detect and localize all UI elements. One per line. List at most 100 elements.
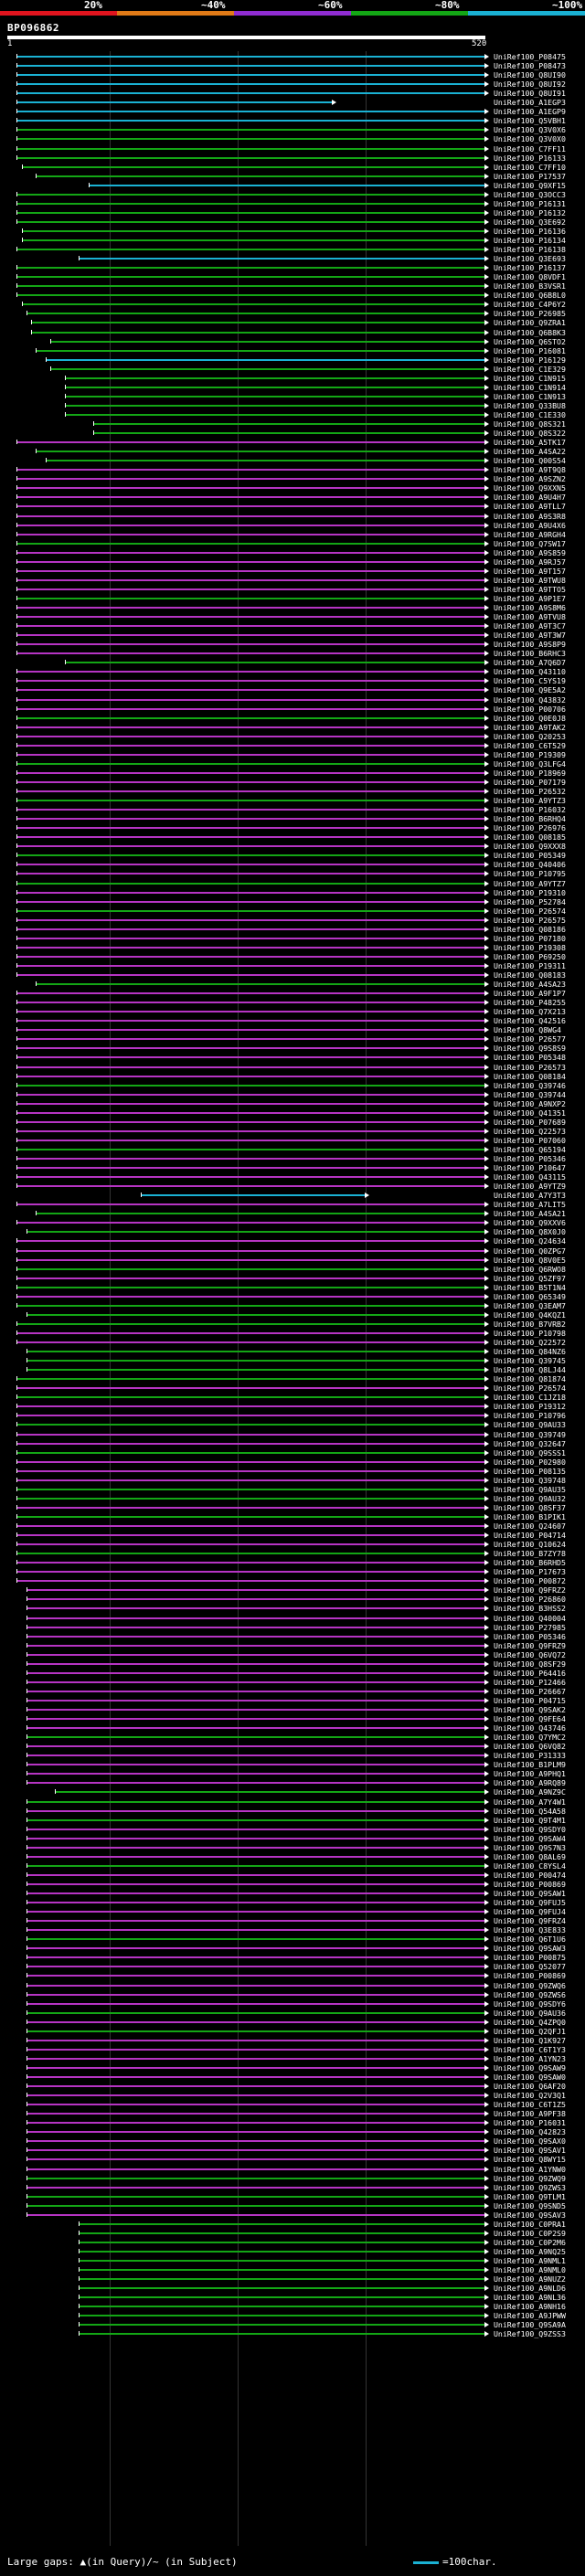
- alignment-track[interactable]: [16, 101, 333, 104]
- alignment-track[interactable]: [16, 707, 485, 710]
- hit-label[interactable]: UniRef100_B6RHC3: [494, 649, 566, 659]
- alignment-track[interactable]: [16, 1111, 485, 1114]
- alignment-track[interactable]: [26, 2057, 485, 2060]
- alignment-track[interactable]: [26, 1589, 485, 1592]
- alignment-track[interactable]: [26, 1662, 485, 1665]
- hit-label[interactable]: UniRef100_Q7SW17: [494, 538, 566, 548]
- hit-label[interactable]: UniRef100_B6RHD5: [494, 1558, 566, 1568]
- alignment-track[interactable]: [26, 313, 485, 315]
- hit-label[interactable]: UniRef100_P26574: [494, 1383, 566, 1394]
- alignment-track[interactable]: [26, 1975, 485, 1977]
- hit-label[interactable]: UniRef100_Q8UI92: [494, 80, 566, 90]
- alignment-track[interactable]: [79, 2306, 485, 2308]
- hit-label[interactable]: UniRef100_Q4KQZ1: [494, 1309, 566, 1320]
- alignment-track[interactable]: [26, 1680, 485, 1683]
- alignment-track[interactable]: [16, 267, 485, 270]
- alignment-track[interactable]: [64, 404, 485, 407]
- hit-label[interactable]: UniRef100_Q9ZWS6: [494, 1989, 566, 1999]
- alignment-track[interactable]: [26, 1360, 485, 1362]
- alignment-track[interactable]: [16, 625, 485, 628]
- hit-label[interactable]: UniRef100_Q9SDY0: [494, 1824, 566, 1834]
- alignment-track[interactable]: [16, 762, 485, 765]
- alignment-track[interactable]: [16, 1075, 485, 1077]
- hit-label[interactable]: UniRef100_P00474: [494, 1870, 566, 1880]
- hit-label[interactable]: UniRef100_A9S8M6: [494, 603, 566, 612]
- hit-label[interactable]: UniRef100_A4SA22: [494, 447, 566, 457]
- alignment-track[interactable]: [16, 514, 485, 517]
- hit-label[interactable]: UniRef100_P05346: [494, 1631, 566, 1641]
- hit-label[interactable]: UniRef100_Q9SAX0: [494, 2136, 566, 2147]
- alignment-track[interactable]: [16, 249, 485, 251]
- hit-label[interactable]: UniRef100_C6T1Z5: [494, 2100, 566, 2110]
- hit-label[interactable]: UniRef100_A9F1P7: [494, 989, 566, 999]
- hit-label[interactable]: UniRef100_Q9ZWQ6: [494, 1980, 566, 1990]
- alignment-track[interactable]: [31, 331, 485, 334]
- alignment-track[interactable]: [26, 1873, 485, 1876]
- alignment-track[interactable]: [16, 111, 485, 113]
- alignment-track[interactable]: [16, 974, 485, 976]
- hit-label[interactable]: UniRef100_C0P2M6: [494, 2237, 566, 2247]
- hit-label[interactable]: UniRef100_P17673: [494, 1567, 566, 1577]
- hit-label[interactable]: UniRef100_A9RQ89: [494, 1778, 566, 1788]
- alignment-track[interactable]: [16, 616, 485, 619]
- alignment-track[interactable]: [16, 1543, 485, 1546]
- hit-label[interactable]: UniRef100_Q9AU36: [494, 2008, 566, 2018]
- hit-label[interactable]: UniRef100_A9YTZ9: [494, 1182, 566, 1192]
- hit-label[interactable]: UniRef100_P16133: [494, 153, 566, 163]
- alignment-track[interactable]: [16, 285, 485, 288]
- hit-label[interactable]: UniRef100_A9T3C7: [494, 621, 566, 631]
- alignment-track[interactable]: [16, 744, 485, 747]
- hit-label[interactable]: UniRef100_P16031: [494, 2118, 566, 2128]
- alignment-track[interactable]: [26, 1902, 485, 1904]
- hit-label[interactable]: UniRef100_P26577: [494, 1034, 566, 1044]
- alignment-track[interactable]: [16, 597, 485, 599]
- hit-label[interactable]: UniRef100_Q41351: [494, 1108, 566, 1118]
- alignment-track[interactable]: [26, 2030, 485, 2032]
- hit-label[interactable]: UniRef100_Q8X0J0: [494, 1227, 566, 1237]
- alignment-track[interactable]: [26, 2011, 485, 2014]
- alignment-track[interactable]: [21, 303, 485, 306]
- alignment-track[interactable]: [26, 1929, 485, 1932]
- hit-label[interactable]: UniRef100_Q9ZWS3: [494, 2182, 566, 2192]
- hit-label[interactable]: UniRef100_A9TWU8: [494, 575, 566, 585]
- hit-label[interactable]: UniRef100_Q40004: [494, 1613, 566, 1623]
- hit-label[interactable]: UniRef100_Q00S54: [494, 456, 566, 466]
- alignment-track[interactable]: [16, 955, 485, 958]
- hit-label[interactable]: UniRef100_P07060: [494, 1135, 566, 1145]
- alignment-track[interactable]: [16, 1139, 485, 1141]
- alignment-track[interactable]: [64, 386, 485, 388]
- hit-label[interactable]: UniRef100_Q6VQ72: [494, 1649, 566, 1659]
- hit-label[interactable]: UniRef100_Q0E0J8: [494, 713, 566, 723]
- alignment-track[interactable]: [16, 652, 485, 655]
- hit-label[interactable]: UniRef100_A7Y3T3: [494, 1191, 566, 1201]
- hit-label[interactable]: UniRef100_Q32647: [494, 1438, 566, 1448]
- hit-label[interactable]: UniRef100_Q6B8L0: [494, 291, 566, 301]
- hit-label[interactable]: UniRef100_P08135: [494, 1466, 566, 1476]
- hit-label[interactable]: UniRef100_P17537: [494, 171, 566, 181]
- hit-label[interactable]: UniRef100_P52784: [494, 896, 566, 906]
- alignment-track[interactable]: [16, 156, 485, 159]
- alignment-track[interactable]: [16, 569, 485, 572]
- hit-label[interactable]: UniRef100_Q3E693: [494, 254, 566, 264]
- alignment-track[interactable]: [16, 1129, 485, 1132]
- hit-label[interactable]: UniRef100_A9NXP2: [494, 1098, 566, 1108]
- alignment-track[interactable]: [16, 1488, 485, 1490]
- alignment-track[interactable]: [26, 2094, 485, 2097]
- hit-label[interactable]: UniRef100_P08475: [494, 52, 566, 61]
- alignment-track[interactable]: [26, 1864, 485, 1867]
- hit-label[interactable]: UniRef100_P12466: [494, 1677, 566, 1687]
- hit-label[interactable]: UniRef100_B7VRB2: [494, 1319, 566, 1329]
- alignment-track[interactable]: [16, 1295, 485, 1298]
- hit-label[interactable]: UniRef100_P16032: [494, 805, 566, 815]
- alignment-track[interactable]: [26, 2195, 485, 2198]
- hit-label[interactable]: UniRef100_P19310: [494, 887, 566, 897]
- alignment-track[interactable]: [16, 836, 485, 839]
- alignment-track[interactable]: [16, 909, 485, 912]
- hit-label[interactable]: UniRef100_Q9AU35: [494, 1484, 566, 1494]
- hit-label[interactable]: UniRef100_Q9FRZ2: [494, 1585, 566, 1595]
- hit-label[interactable]: UniRef100_Q9SAW9: [494, 2062, 566, 2072]
- alignment-track[interactable]: [79, 2287, 485, 2290]
- alignment-track[interactable]: [16, 1460, 485, 1463]
- hit-label[interactable]: UniRef100_P26860: [494, 1595, 566, 1605]
- alignment-track[interactable]: [16, 1433, 485, 1436]
